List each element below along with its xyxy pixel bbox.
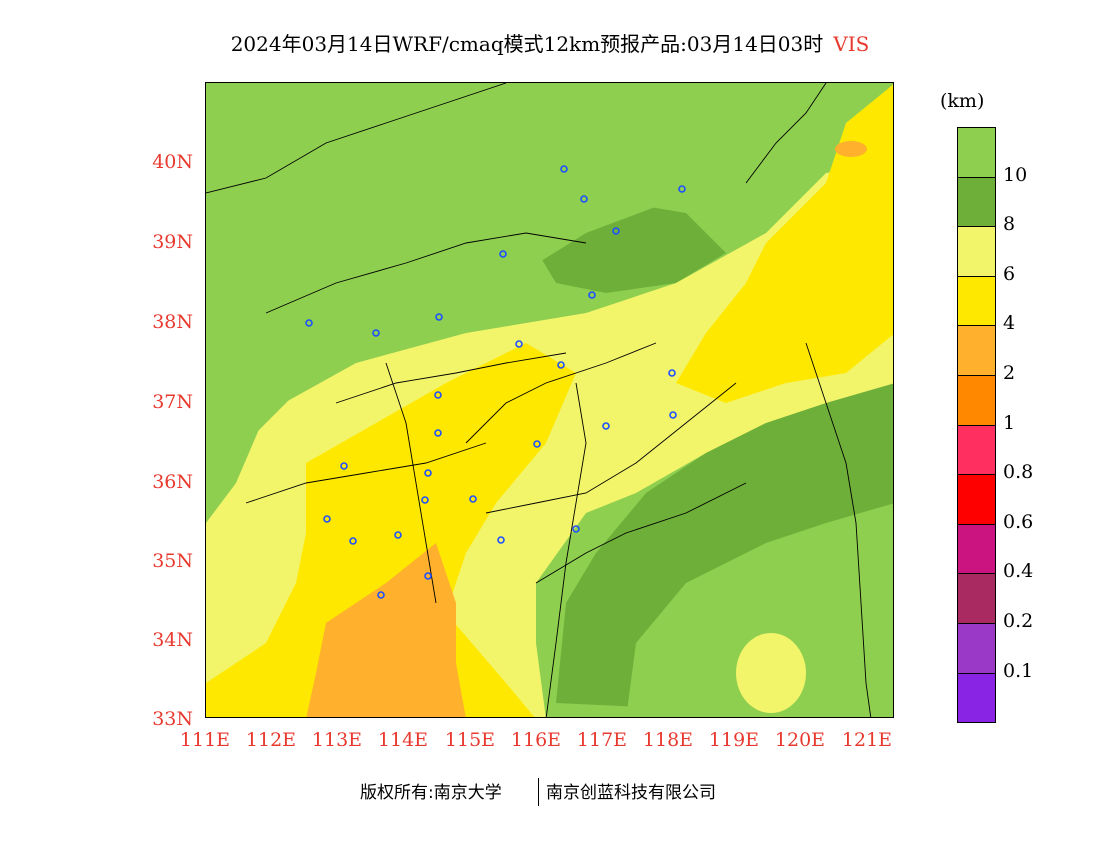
lat-label-39n: 39N (152, 231, 193, 253)
city-marker (533, 440, 541, 448)
vis-patch-6km-se (736, 633, 806, 713)
lon-label-115e: 115E (444, 729, 496, 751)
vis-region-2km (306, 543, 466, 717)
lon-label-117e: 117E (576, 729, 628, 751)
border-line (265, 232, 587, 314)
colorbar-label: 0.8 (1003, 461, 1034, 484)
vis-region-10km-nw (206, 83, 826, 483)
lon-label-111e: 111E (179, 729, 231, 751)
border-line (535, 482, 747, 584)
city-marker (424, 469, 432, 477)
lat-label-33n: 33N (152, 708, 193, 730)
vis-region-4km-central (206, 343, 576, 717)
city-marker (394, 531, 402, 539)
city-marker (515, 340, 523, 348)
city-marker (557, 361, 565, 369)
lon-label-118e: 118E (642, 729, 694, 751)
border-line (805, 342, 872, 717)
lon-label-112e: 112E (245, 729, 297, 751)
city-marker (434, 391, 442, 399)
border-line (545, 382, 587, 717)
city-marker (668, 369, 676, 377)
border-line (245, 442, 487, 504)
colorbar-bin (957, 623, 996, 674)
colorbar-label: 0.6 (1003, 510, 1034, 533)
footer-divider (538, 778, 539, 806)
lat-label-37n: 37N (152, 391, 193, 413)
city-marker (588, 291, 596, 299)
city-marker (580, 195, 588, 203)
footer-copyright: 版权所有:南京大学 (360, 783, 502, 803)
colorbar-label: 8 (1003, 213, 1016, 236)
colorbar-label: 0.1 (1003, 659, 1034, 682)
city-marker (499, 250, 507, 258)
colorbar-bin (957, 325, 996, 376)
vis-region-10km-south (626, 503, 893, 717)
colorbar-bin (957, 375, 996, 426)
vis-spot-2km-ne (835, 141, 867, 157)
colorbar-bin (957, 523, 996, 575)
lat-label-40n: 40N (152, 151, 193, 173)
city-marker (434, 429, 442, 437)
colorbar-label: 2 (1003, 362, 1016, 384)
lon-label-114e: 114E (377, 729, 429, 751)
lon-label-121e: 121E (841, 729, 893, 751)
city-marker (323, 515, 331, 523)
colorbar-bin (957, 176, 996, 228)
colorbar-bin (957, 424, 996, 476)
vis-region-4km-east (676, 84, 893, 403)
city-marker (669, 411, 677, 419)
city-marker (678, 185, 686, 193)
city-marker (372, 329, 380, 337)
city-marker (377, 591, 385, 599)
city-marker (469, 495, 477, 503)
city-marker (424, 572, 432, 580)
colorbar-label: 0.4 (1003, 560, 1034, 583)
coastline (745, 83, 827, 184)
map-title: 2024年03月14日WRF/cmaq模式12km预报产品:03月14日03时 V… (0, 28, 1100, 57)
title-variable: VIS (833, 32, 870, 56)
lon-label-113e: 113E (311, 729, 363, 751)
city-marker (305, 319, 313, 327)
city-marker (560, 165, 568, 173)
colorbar-label: 10 (1003, 163, 1028, 186)
lat-label-38n: 38N (152, 311, 193, 333)
colorbar-unit: (km) (940, 90, 985, 112)
colorbar-bin (957, 573, 996, 624)
colorbar-label: 4 (1003, 312, 1016, 335)
lat-label-35n: 35N (152, 550, 193, 572)
title-main: 2024年03月14日WRF/cmaq模式12km预报产品:03月14日03时 (230, 32, 824, 56)
colorbar-label: 6 (1003, 262, 1016, 285)
map-panel (205, 82, 894, 718)
city-marker (421, 496, 429, 504)
lon-label-116e: 116E (510, 729, 562, 751)
colorbar-bin (957, 275, 996, 327)
lat-label-34n: 34N (152, 629, 193, 651)
colorbar-label: 0.2 (1003, 610, 1034, 632)
city-marker (602, 422, 610, 430)
colorbar-bin (957, 474, 996, 525)
lon-label-120e: 120E (774, 729, 826, 751)
city-marker (349, 537, 357, 545)
footer-company: 南京创蓝科技有限公司 (546, 783, 716, 803)
colorbar-bin (957, 127, 996, 178)
city-marker (497, 536, 505, 544)
border-line (465, 342, 657, 444)
city-marker (435, 313, 443, 321)
colorbar-label: 1 (1003, 411, 1016, 434)
border-line (335, 352, 567, 404)
city-marker (572, 525, 580, 533)
lat-label-36n: 36N (152, 471, 193, 493)
colorbar-bin (957, 226, 996, 277)
lon-label-119e: 119E (708, 729, 760, 751)
city-marker (340, 462, 348, 470)
city-marker (612, 227, 620, 235)
colorbar-bin (957, 672, 996, 724)
border-line (385, 362, 437, 604)
border-line (206, 83, 507, 194)
border-line (485, 382, 737, 514)
visibility-map (206, 83, 893, 717)
